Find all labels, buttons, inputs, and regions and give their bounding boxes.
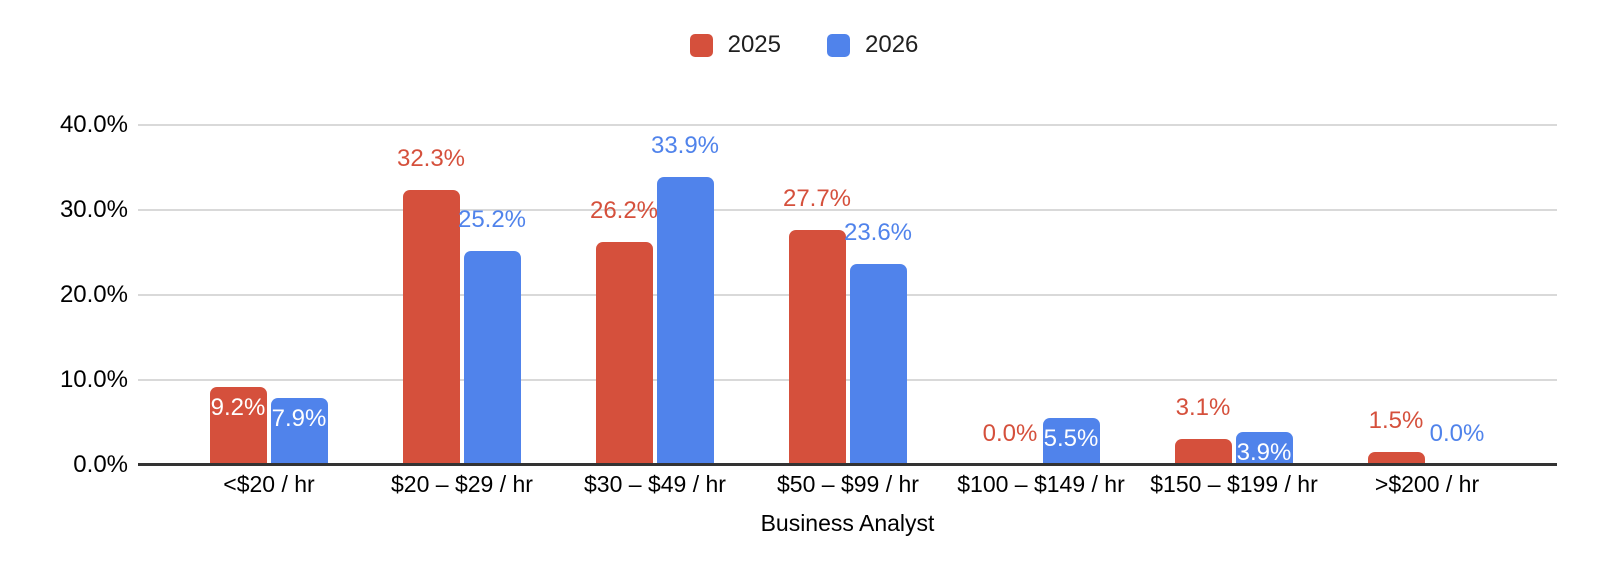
bar-2025-1[interactable] xyxy=(403,190,460,465)
bar-2025-6[interactable] xyxy=(1368,452,1425,465)
gridline-30 xyxy=(138,209,1557,211)
x-axis-title: Business Analyst xyxy=(760,510,935,536)
gridline-10 xyxy=(138,379,1557,381)
legend-swatch-2026 xyxy=(827,33,850,57)
value-label-2026-3: 23.6% xyxy=(843,219,913,246)
value-label-2026-0: 7.9% xyxy=(271,405,327,432)
bar-2025-0[interactable] xyxy=(210,387,267,465)
bar-2026-0[interactable] xyxy=(271,398,328,465)
x-axis-line xyxy=(138,463,1557,466)
bar-2026-2[interactable] xyxy=(657,177,714,465)
x-tick-label-3: $50 – $99 / hr xyxy=(777,471,919,497)
bar-2025-5[interactable] xyxy=(1175,439,1232,465)
legend-item-2025[interactable]: 2025 xyxy=(689,31,781,58)
chart-legend: 2025 2026 xyxy=(0,32,1608,58)
value-label-2025-3: 27.7% xyxy=(782,185,852,212)
y-tick-label-40: 40.0% xyxy=(59,111,128,138)
legend-label: 2026 xyxy=(865,31,919,58)
value-label-2026-2: 33.9% xyxy=(650,132,720,159)
bar-2026-4[interactable] xyxy=(1043,418,1100,465)
x-tick-label-6: >$200 / hr xyxy=(1374,471,1480,497)
x-tick-label-0: <$20 / hr xyxy=(223,471,315,497)
y-tick-label-30: 30.0% xyxy=(59,196,128,223)
gridline-20 xyxy=(138,294,1557,296)
value-label-2025-6: 1.5% xyxy=(1368,407,1424,434)
bar-2026-5[interactable] xyxy=(1236,432,1293,465)
value-label-2025-4: 0.0% xyxy=(982,420,1038,447)
bar-2026-3[interactable] xyxy=(850,264,907,465)
value-label-2025-0: 9.2% xyxy=(210,394,266,421)
value-label-2026-1: 25.2% xyxy=(457,206,527,233)
x-tick-label-4: $100 – $149 / hr xyxy=(957,471,1125,497)
legend-label: 2025 xyxy=(727,31,781,58)
y-tick-label-10: 10.0% xyxy=(59,366,128,393)
bar-2025-3[interactable] xyxy=(789,230,846,465)
gridline-40 xyxy=(138,124,1557,126)
value-label-2026-5: 3.9% xyxy=(1236,439,1292,466)
y-tick-label-0: 0.0% xyxy=(73,451,128,478)
x-tick-label-1: $20 – $29 / hr xyxy=(391,471,533,497)
legend-item-2026[interactable]: 2026 xyxy=(827,32,918,58)
legend-swatch-2025 xyxy=(689,33,713,57)
bar-2025-2[interactable] xyxy=(596,242,653,465)
x-tick-label-5: $150 – $199 / hr xyxy=(1150,471,1318,497)
value-label-2025-2: 26.2% xyxy=(589,197,659,224)
x-tick-label-2: $30 – $49 / hr xyxy=(584,471,726,497)
value-label-2025-5: 3.1% xyxy=(1175,394,1231,421)
value-label-2026-4: 5.5% xyxy=(1043,425,1099,452)
bar-2026-1[interactable] xyxy=(464,251,521,465)
value-label-2025-1: 32.3% xyxy=(396,145,466,172)
value-label-2026-6: 0.0% xyxy=(1429,420,1485,447)
y-tick-label-20: 20.0% xyxy=(59,281,128,308)
